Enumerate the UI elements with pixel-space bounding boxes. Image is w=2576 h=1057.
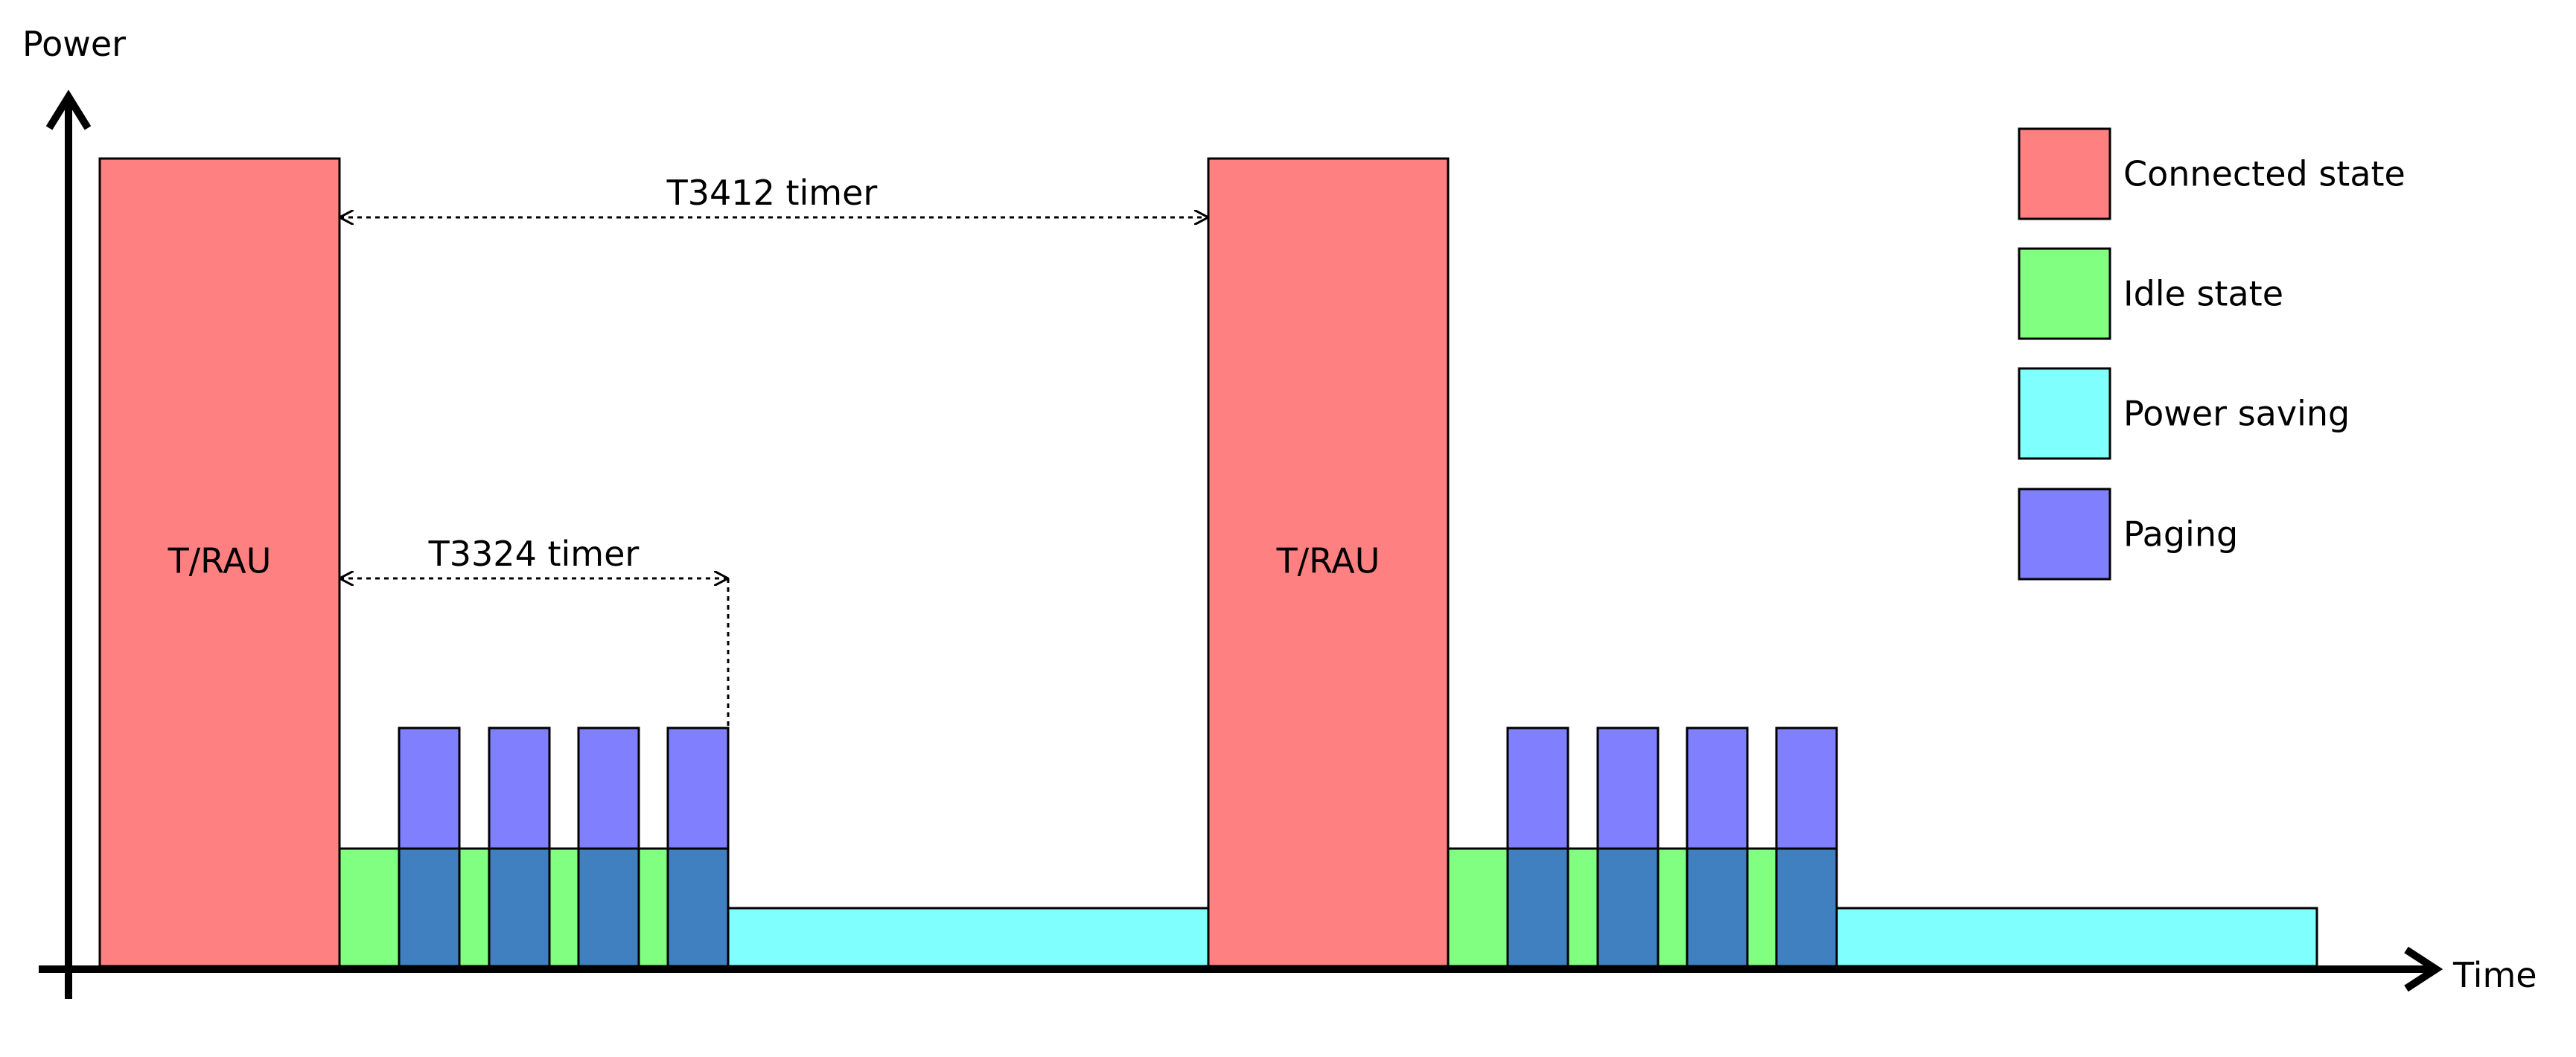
tau-label-1: T/RAU xyxy=(168,541,272,581)
connected-block-1 xyxy=(98,157,341,968)
legend-swatch-connected xyxy=(2018,127,2111,220)
legend-label-idle: Idle state xyxy=(2123,274,2283,314)
paging-overlap xyxy=(398,847,461,968)
legend-label-connected: Connected state xyxy=(2123,154,2406,194)
legend-swatch-idle xyxy=(2018,247,2111,340)
connected-block-2 xyxy=(1207,157,1450,968)
paging-overlap xyxy=(577,847,640,968)
legend-label-power-saving: Power saving xyxy=(2123,394,2350,434)
paging-pulse xyxy=(1596,727,1660,850)
paging-pulse xyxy=(488,727,551,850)
paging-overlap xyxy=(1775,847,1838,968)
paging-pulse xyxy=(398,727,461,850)
y-axis-label: Power xyxy=(22,24,126,64)
paging-overlap xyxy=(666,847,730,968)
paging-overlap xyxy=(488,847,551,968)
x-axis-arrowhead xyxy=(2404,946,2443,992)
power-saving-block-2 xyxy=(1835,907,2318,968)
paging-group-2 xyxy=(1506,727,1838,968)
paging-pulse xyxy=(577,727,640,850)
paging-group-1 xyxy=(398,727,730,968)
paging-pulse xyxy=(1506,727,1569,850)
paging-overlap xyxy=(1686,847,1749,968)
tau-label-2: T/RAU xyxy=(1276,541,1380,581)
legend-swatch-paging xyxy=(2018,488,2111,581)
legend: Connected state Idle state Power saving … xyxy=(2018,127,2406,581)
paging-pulse xyxy=(666,727,730,850)
paging-pulse xyxy=(1775,727,1838,850)
t3324-timer-label: T3324 timer xyxy=(428,534,640,574)
t3412-timer-label: T3412 timer xyxy=(666,173,878,213)
paging-pulse xyxy=(1686,727,1749,850)
legend-label-paging: Paging xyxy=(2123,514,2238,555)
paging-overlap xyxy=(1596,847,1660,968)
legend-swatch-power-saving xyxy=(2018,367,2111,460)
x-axis-label: Time xyxy=(2452,955,2537,995)
y-axis-arrowhead xyxy=(45,89,92,130)
paging-overlap xyxy=(1506,847,1569,968)
power-saving-block-1 xyxy=(727,907,1210,968)
